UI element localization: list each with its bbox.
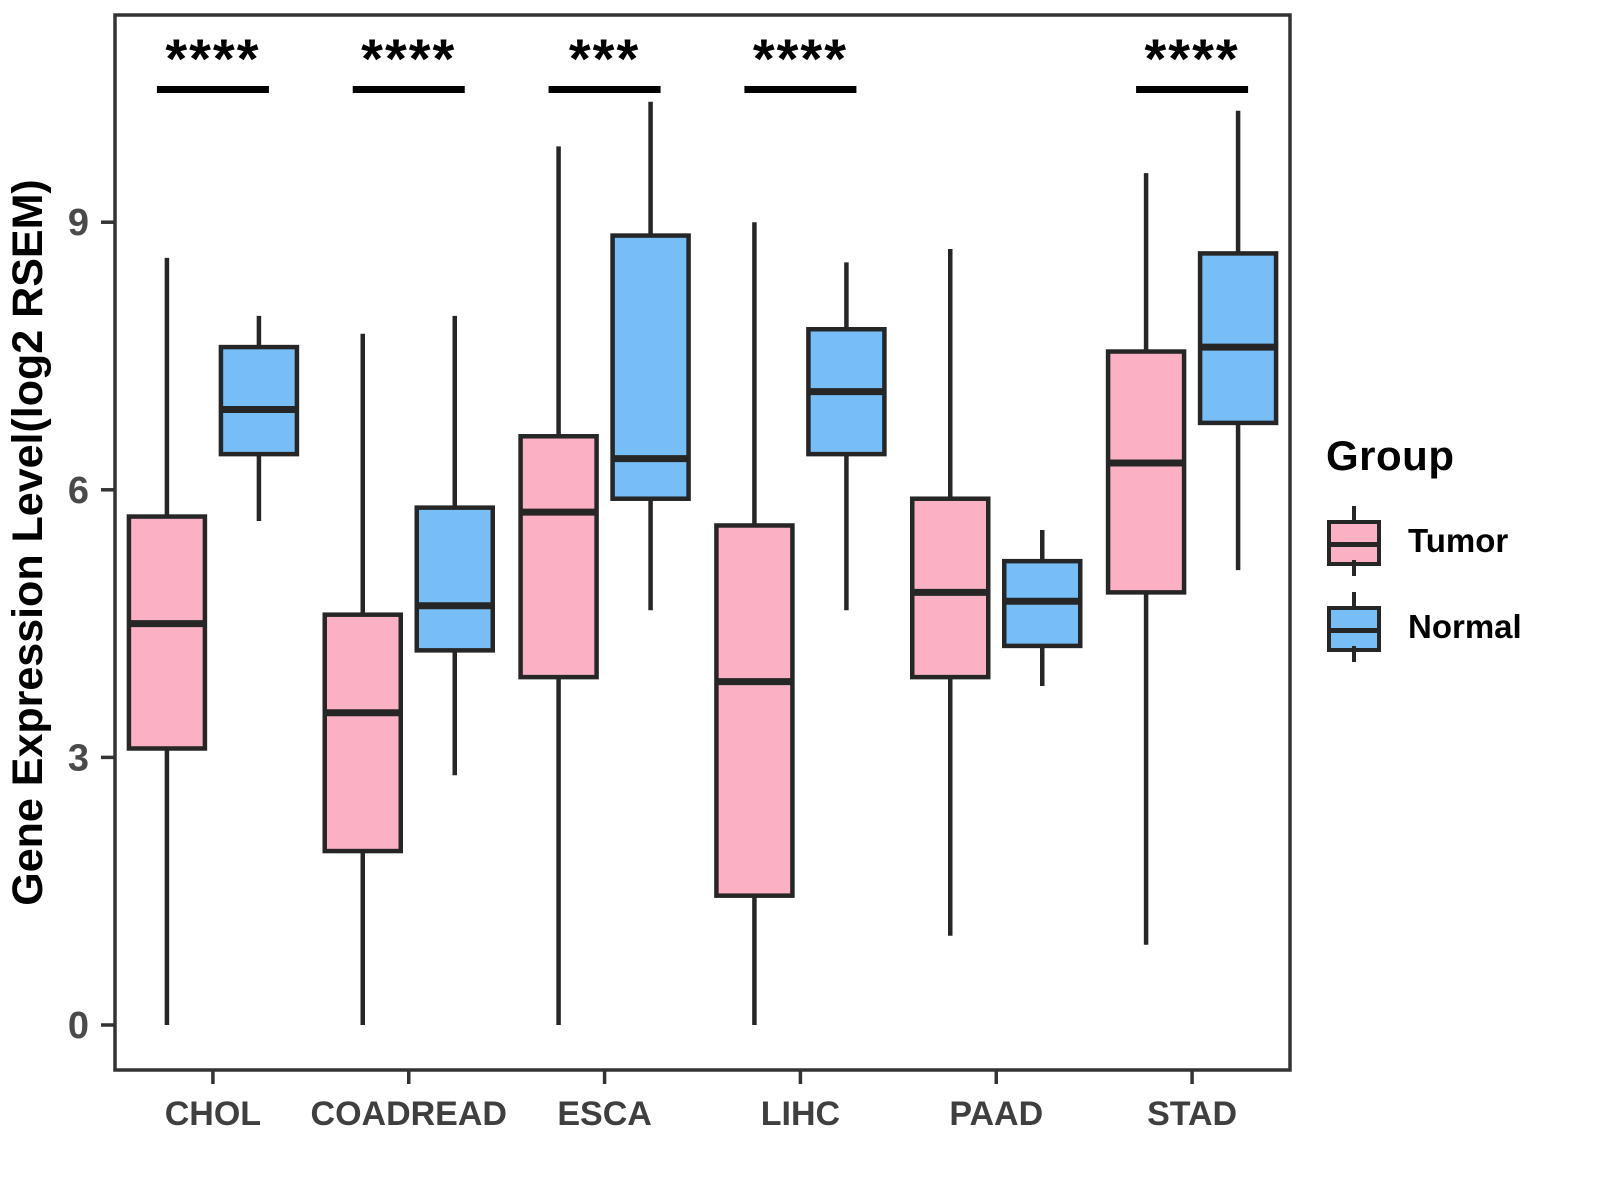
legend-item-normal: Normal — [1326, 592, 1596, 662]
legend-title: Group — [1326, 432, 1455, 479]
x-tick-label-STAD: STAD — [1147, 1095, 1237, 1133]
sig-bar-LIHC — [744, 86, 857, 93]
glyph-whisker-bottom — [1352, 560, 1356, 576]
legend-item-tumor: Tumor — [1326, 506, 1596, 576]
panel-border — [113, 13, 1292, 1072]
y-tick-label-0: 0 — [68, 1005, 89, 1047]
x-tick-label-LIHC: LIHC — [761, 1095, 840, 1133]
glyph-whisker-top — [1352, 506, 1356, 522]
box-PAAD-Tumor — [910, 496, 991, 680]
glyph-whisker-top — [1352, 592, 1356, 608]
y-axis-title: Gene Expression Level(log2 RSEM) — [4, 179, 52, 905]
x-tick-label-COADREAD: COADREAD — [311, 1095, 507, 1133]
y-tick-label-3: 3 — [68, 737, 89, 779]
x-tick-label-ESCA: ESCA — [557, 1095, 651, 1133]
glyph-median — [1327, 542, 1381, 547]
sig-bar-STAD — [1136, 86, 1249, 93]
sig-bar-CHOL — [156, 86, 269, 93]
x-tick-label-PAAD: PAAD — [949, 1095, 1043, 1133]
sig-label-COADREAD: **** — [361, 27, 456, 90]
box-ESCA-Normal — [610, 233, 691, 501]
y-tick-label-9: 9 — [68, 202, 89, 244]
sig-label-LIHC: **** — [753, 27, 848, 90]
glyph-whisker-bottom — [1352, 646, 1356, 662]
legend-items: Tumor Normal — [1326, 506, 1596, 662]
x-tick-label-CHOL: CHOL — [165, 1095, 261, 1133]
box-ESCA-Tumor — [518, 434, 599, 680]
legend-label: Normal — [1408, 608, 1522, 645]
box-COADREAD-Normal — [414, 505, 495, 653]
box-LIHC-Tumor — [714, 523, 795, 898]
y-tick-label-6: 6 — [68, 470, 89, 512]
sig-bar-ESCA — [548, 86, 661, 93]
sig-label-STAD: **** — [1144, 27, 1239, 90]
box-STAD-Normal — [1197, 251, 1279, 426]
box-CHOL-Tumor — [126, 514, 208, 751]
legend-label: Tumor — [1408, 522, 1509, 559]
glyph-median — [1327, 628, 1381, 633]
legend-boxplot-glyph-normal — [1326, 592, 1382, 662]
sig-label-ESCA: *** — [569, 27, 640, 90]
box-STAD-Tumor — [1105, 349, 1187, 595]
legend-boxplot-glyph-tumor — [1326, 506, 1382, 576]
legend: Group Tumor Normal — [1326, 432, 1596, 678]
box-CHOL-Normal — [218, 344, 300, 457]
box-COADREAD-Tumor — [322, 612, 403, 854]
sig-label-CHOL: **** — [165, 27, 260, 90]
sig-bar-COADREAD — [352, 86, 465, 93]
